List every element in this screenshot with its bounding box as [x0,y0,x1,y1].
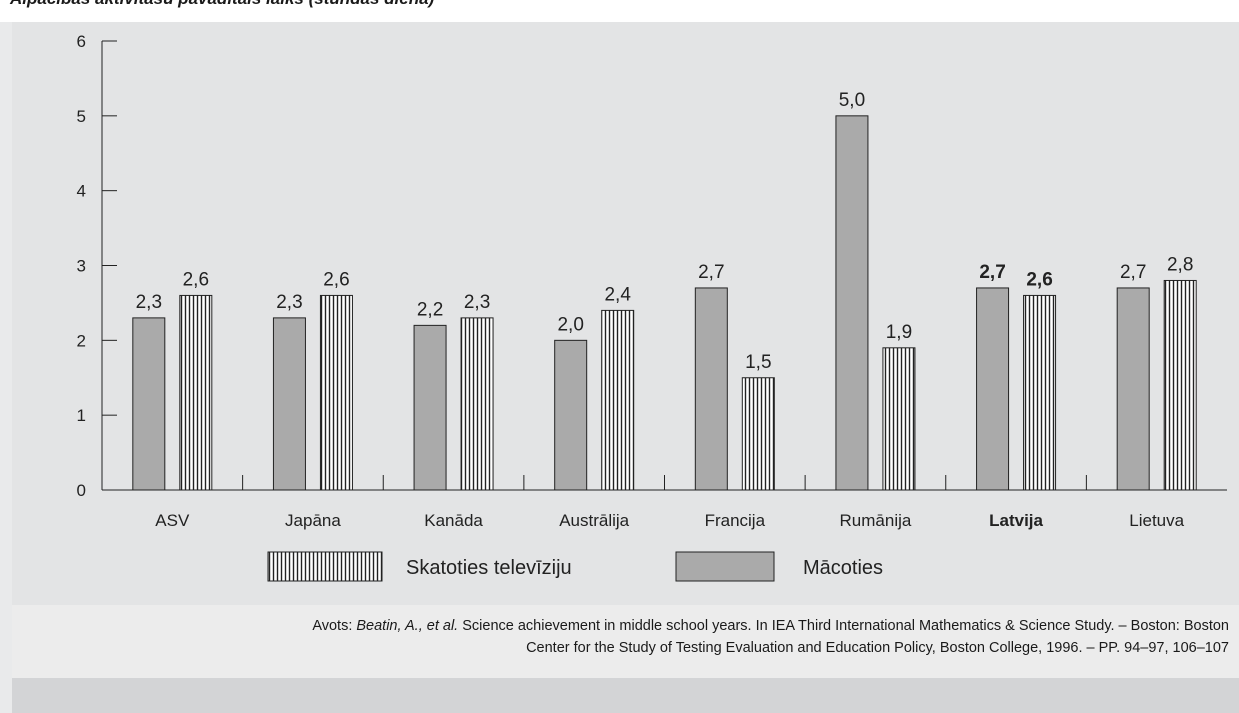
bar-macoties [132,317,166,491]
data-label-macoties: 2,0 [557,314,583,335]
bar-macoties [1116,287,1150,491]
x-category-label: Lietuva [1129,511,1184,530]
data-label-macoties: 2,3 [276,292,302,313]
bottom-band [12,678,1239,713]
data-label-skatoties: 2,8 [1167,254,1193,275]
chart-title: Alpācības aktivitāšu pavadītais laiks (s… [10,0,434,9]
bar-skatoties [741,377,775,491]
source-panel: Avots: Beatin, A., et al. Science achiev… [12,605,1239,678]
data-label-skatoties: 2,4 [604,284,631,305]
data-label-macoties: 5,0 [839,90,865,111]
bar-skatoties [882,347,916,491]
bar-macoties [413,324,447,491]
x-category-label: Kanāda [424,511,483,530]
x-category-label: Francija [705,511,766,530]
y-tick-label: 2 [77,331,86,350]
bar-skatoties [460,317,494,491]
bar-skatoties [179,294,213,491]
source-line1: Science achievement in middle school yea… [458,618,1229,634]
legend-swatch-macoties [675,551,775,582]
y-tick-label: 6 [77,32,86,51]
data-label-macoties: 2,7 [1120,262,1146,283]
source-authors: Beatin, A., et al. [356,618,459,634]
chart-panel: 0 1 2 3 4 5 6 2,3 2,6 ASV 2,3 2,6 Japāna 2,2 2,3 Kanād… [12,22,1239,605]
data-label-macoties: 2,7 [979,262,1005,283]
data-label-skatoties: 1,5 [745,352,771,373]
data-label-macoties: 2,7 [698,262,724,283]
x-category-label: Japāna [285,511,341,530]
title-strip: Alpācības aktivitāšu pavadītais laiks (s… [0,0,1239,22]
bar-skatoties [1023,294,1057,491]
data-label-skatoties: 1,9 [886,322,912,343]
bar-macoties [554,339,588,491]
data-label-skatoties: 2,6 [183,269,209,290]
bar-macoties [694,287,728,491]
data-label-skatoties: 2,3 [464,292,490,313]
source-prefix: Avots: [312,618,357,634]
y-tick-label: 0 [77,481,86,500]
data-label-skatoties: 2,6 [323,269,349,290]
bar-chart: 0 1 2 3 4 5 6 2,3 2,6 ASV 2,3 2,6 Japāna 2,2 2,3 Kanād… [77,32,1227,582]
data-label-macoties: 2,3 [136,292,162,313]
source-note: Avots: Beatin, A., et al. Science achiev… [29,615,1229,659]
bar-skatoties [1163,279,1197,491]
legend-label-skatoties: Skatoties televīziju [406,557,572,579]
x-category-label: Rumānija [840,511,912,530]
legend-label-macoties: Mācoties [803,557,883,579]
y-tick-label: 5 [77,107,86,126]
x-category-label: Latvija [989,511,1043,530]
y-tick-label: 1 [77,406,86,425]
bar-macoties [976,287,1010,491]
x-category-label: ASV [155,511,190,530]
bar-skatoties [601,309,635,491]
x-category-label: Austrālija [559,511,629,530]
source-line2: Center for the Study of Testing Evaluati… [526,640,1229,656]
bar-skatoties [319,294,353,491]
y-tick-label: 4 [77,182,86,201]
bar-macoties [835,115,869,491]
data-label-macoties: 2,2 [417,299,443,320]
y-tick-label: 3 [77,257,86,276]
legend-swatch-skatoties [267,551,383,582]
data-label-skatoties: 2,6 [1026,269,1052,290]
bar-macoties [272,317,306,491]
